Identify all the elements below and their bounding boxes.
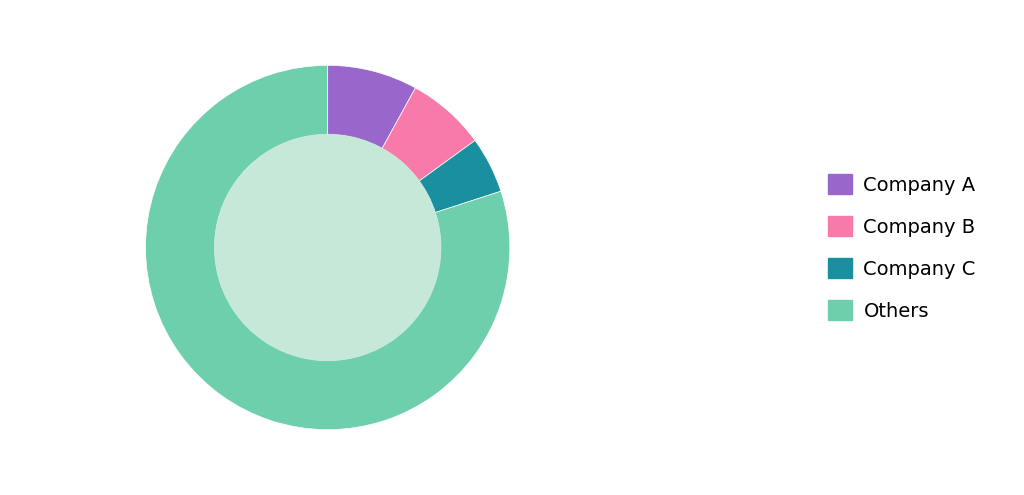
Circle shape [215, 135, 440, 360]
Wedge shape [145, 65, 510, 430]
Legend: Company A, Company B, Company C, Others: Company A, Company B, Company C, Others [820, 167, 984, 328]
Wedge shape [382, 88, 475, 181]
Wedge shape [328, 65, 416, 148]
Wedge shape [419, 141, 501, 212]
